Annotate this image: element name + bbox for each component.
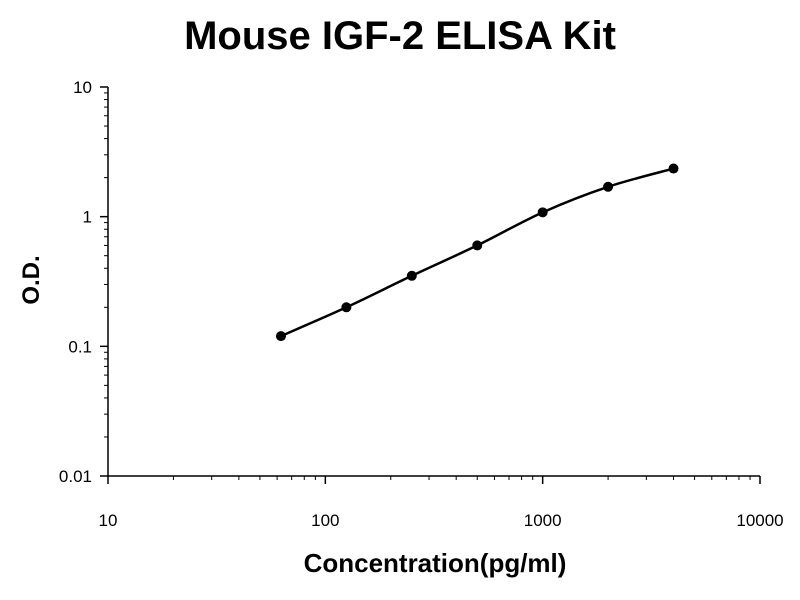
data-point (275, 331, 286, 342)
chart-title: Mouse IGF-2 ELISA Kit (184, 14, 616, 58)
x-tick-label: 100 (311, 511, 339, 530)
y-tick-label: 0.01 (59, 467, 92, 486)
x-tick-label: 10000 (736, 511, 783, 530)
data-point (603, 181, 614, 192)
y-tick-label: 10 (73, 78, 92, 97)
data-point (668, 163, 679, 174)
data-point (341, 302, 352, 313)
data-point (537, 207, 548, 218)
x-tick-label: 1000 (524, 511, 562, 530)
data-point (472, 240, 483, 251)
y-tick-label: 0.1 (68, 337, 92, 356)
x-tick-label: 10 (99, 511, 118, 530)
series-line (280, 167, 674, 338)
data-point (406, 270, 417, 281)
y-tick-label: 1 (83, 208, 92, 227)
x-axis-label: Concentration(pg/ml) (303, 548, 567, 578)
